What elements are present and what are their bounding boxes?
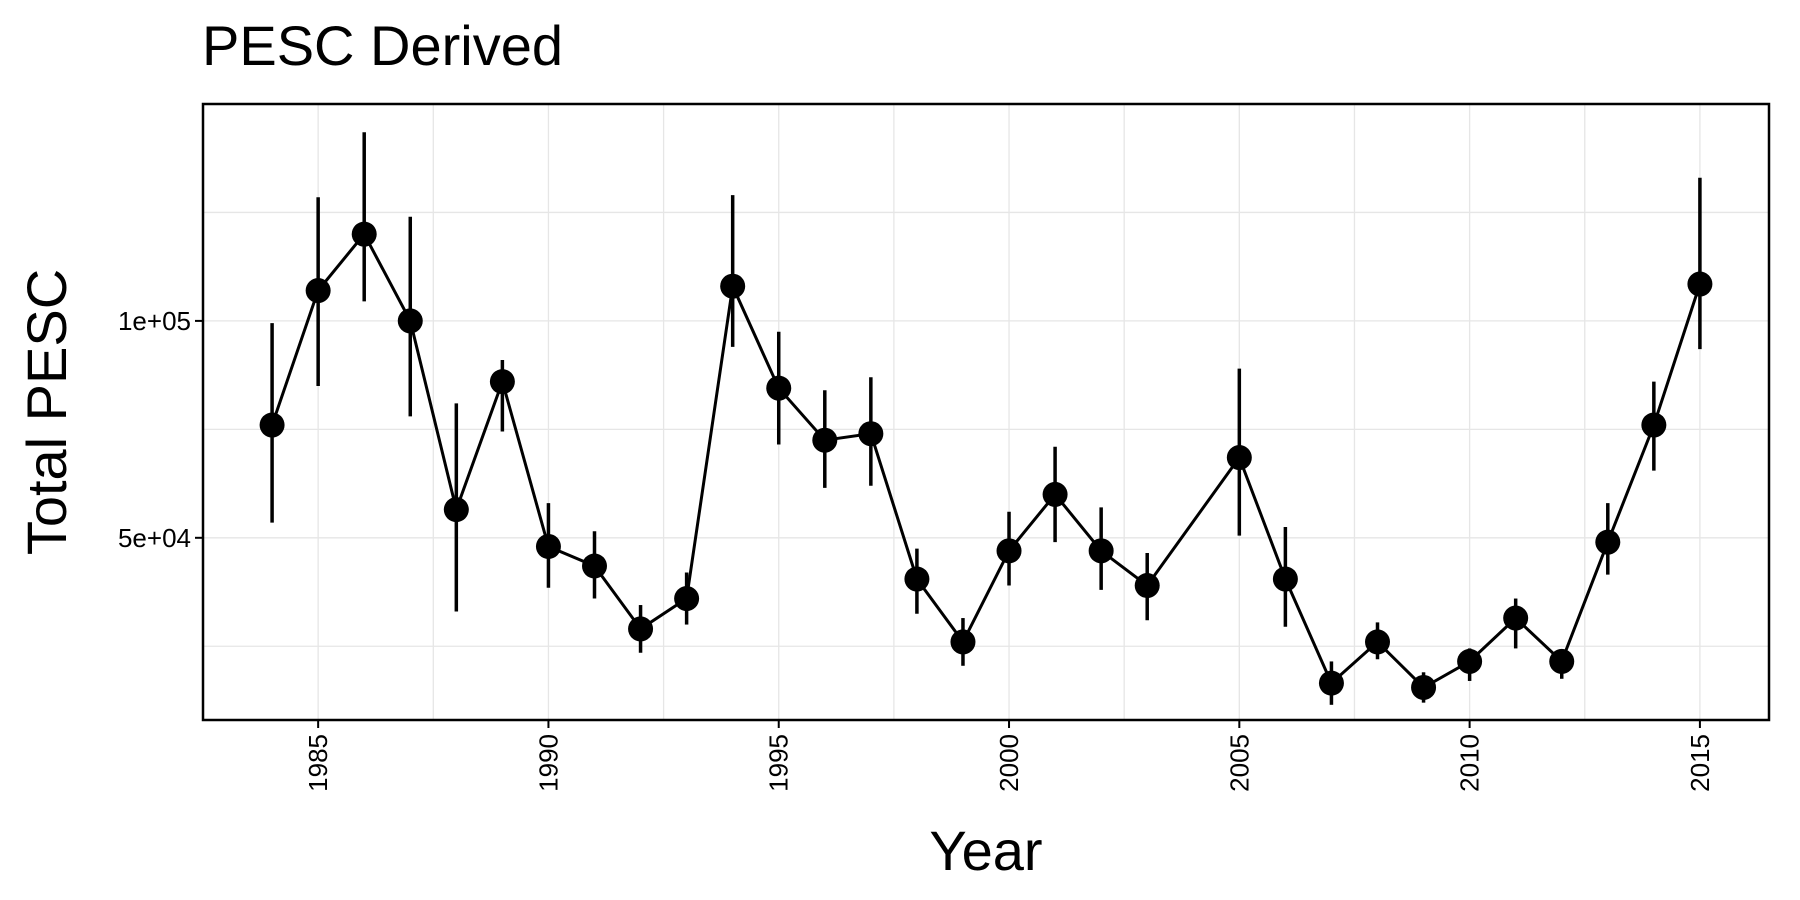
x-tick-label: 1995 (764, 734, 794, 792)
data-point (489, 369, 515, 395)
y-axis-title: Total PESC (15, 269, 78, 555)
data-point (950, 629, 976, 655)
x-tick-label: 2010 (1455, 734, 1485, 792)
data-point (1134, 573, 1160, 599)
data-point (1365, 629, 1390, 655)
x-axis: 1985 1990 1995 2000 2005 2010 2015 (303, 720, 1715, 792)
data-point (996, 538, 1022, 564)
data-point (628, 616, 654, 642)
data-point (1503, 605, 1529, 631)
x-axis-title: Year (929, 819, 1042, 882)
x-tick-label: 2015 (1685, 734, 1715, 792)
data-point (858, 421, 884, 447)
data-point (904, 566, 930, 592)
data-point (1088, 538, 1114, 564)
data-point (443, 497, 469, 523)
gridlines (203, 104, 1769, 720)
data-point (766, 375, 792, 401)
data-point (1272, 566, 1298, 592)
chart-title: PESC Derived (202, 14, 563, 77)
x-tick-label: 1990 (533, 734, 563, 792)
data-point (1411, 674, 1437, 700)
data-point (1318, 670, 1344, 696)
data-point (305, 278, 331, 304)
y-axis: 5e+04 1e+05 (118, 306, 203, 553)
data-point (1687, 271, 1713, 297)
plot-panel (201, 102, 1771, 722)
data-point (535, 533, 561, 559)
x-tick-label: 2005 (1224, 734, 1254, 792)
series-line (270, 231, 1702, 690)
y-tick-label: 1e+05 (118, 306, 191, 336)
data-point (582, 553, 607, 579)
data-point (1595, 529, 1621, 555)
data-point (1549, 648, 1575, 674)
x-tick-label: 1985 (303, 734, 333, 792)
data-point (259, 412, 285, 438)
data-point (397, 308, 423, 334)
series-layer (259, 132, 1713, 705)
data-point (1457, 648, 1483, 674)
data-point (720, 273, 746, 299)
y-tick-label: 5e+04 (118, 523, 191, 553)
data-point (351, 221, 377, 247)
data-point (674, 586, 700, 612)
data-point (1641, 412, 1667, 438)
x-tick-label: 2000 (994, 734, 1024, 792)
data-point (812, 427, 838, 453)
data-point (1042, 481, 1068, 507)
data-point (1226, 445, 1252, 471)
